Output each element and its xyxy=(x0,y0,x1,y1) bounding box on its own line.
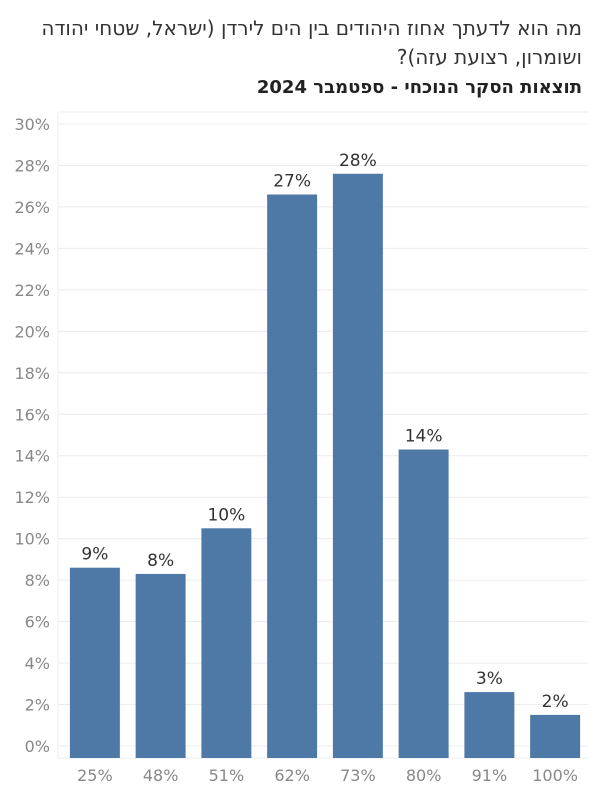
bars xyxy=(69,173,581,758)
data-label: 9% xyxy=(81,545,108,565)
chart-title: מה הוא לדעתך אחוז היהודים בין הים לירדן … xyxy=(41,16,582,69)
y-tick-label: 0% xyxy=(25,737,50,756)
data-label: 28% xyxy=(339,151,377,171)
x-tick-label: 25% xyxy=(77,766,113,785)
x-tick-label: 80% xyxy=(406,766,442,785)
bar xyxy=(201,528,252,758)
x-tick-label: 91% xyxy=(472,766,508,785)
y-tick-label: 28% xyxy=(14,156,50,175)
chart-subtitle: תוצאות הסקר הנוכחי - ספטמבר 2024 xyxy=(256,77,582,98)
x-tick-label: 51% xyxy=(209,766,245,785)
bar xyxy=(69,567,120,758)
y-tick-label: 10% xyxy=(14,530,50,549)
bar xyxy=(135,573,186,758)
x-tick-label: 48% xyxy=(143,766,179,785)
data-labels: 9% 8% 10% 27% 28% 14% 3% 2% xyxy=(81,151,568,712)
x-tick-label: 73% xyxy=(340,766,376,785)
bar xyxy=(267,194,318,758)
bar xyxy=(398,449,449,758)
x-tick-label: 100% xyxy=(532,766,578,785)
y-tick-label: 20% xyxy=(14,322,50,341)
y-tick-label: 2% xyxy=(25,696,50,715)
data-label: 2% xyxy=(542,692,569,712)
data-label: 10% xyxy=(207,505,245,525)
bar xyxy=(464,692,515,758)
bar xyxy=(332,173,383,758)
data-label: 8% xyxy=(147,551,174,571)
y-tick-label: 18% xyxy=(14,364,50,383)
data-label: 27% xyxy=(273,171,311,191)
y-tick-label: 14% xyxy=(14,447,50,466)
y-tick-label: 6% xyxy=(25,613,50,632)
x-axis: 25% 48% 51% 62% 73% 80% 91% 100% xyxy=(77,766,578,785)
x-tick-label: 62% xyxy=(274,766,310,785)
bar xyxy=(530,714,581,758)
y-axis: 0% 2% 4% 6% 8% 10% 12% 14% 16% 18% 20% 22% 24% 26% 28%… xyxy=(14,115,50,756)
y-tick-label: 16% xyxy=(14,405,50,424)
y-tick-label: 22% xyxy=(14,281,50,300)
y-tick-label: 30% xyxy=(14,115,50,134)
y-tick-label: 12% xyxy=(14,488,50,507)
data-label: 14% xyxy=(405,427,443,447)
y-tick-label: 24% xyxy=(14,239,50,258)
y-tick-label: 8% xyxy=(25,571,50,590)
data-label: 3% xyxy=(476,669,503,689)
y-tick-label: 26% xyxy=(14,198,50,217)
y-tick-label: 4% xyxy=(25,654,50,673)
